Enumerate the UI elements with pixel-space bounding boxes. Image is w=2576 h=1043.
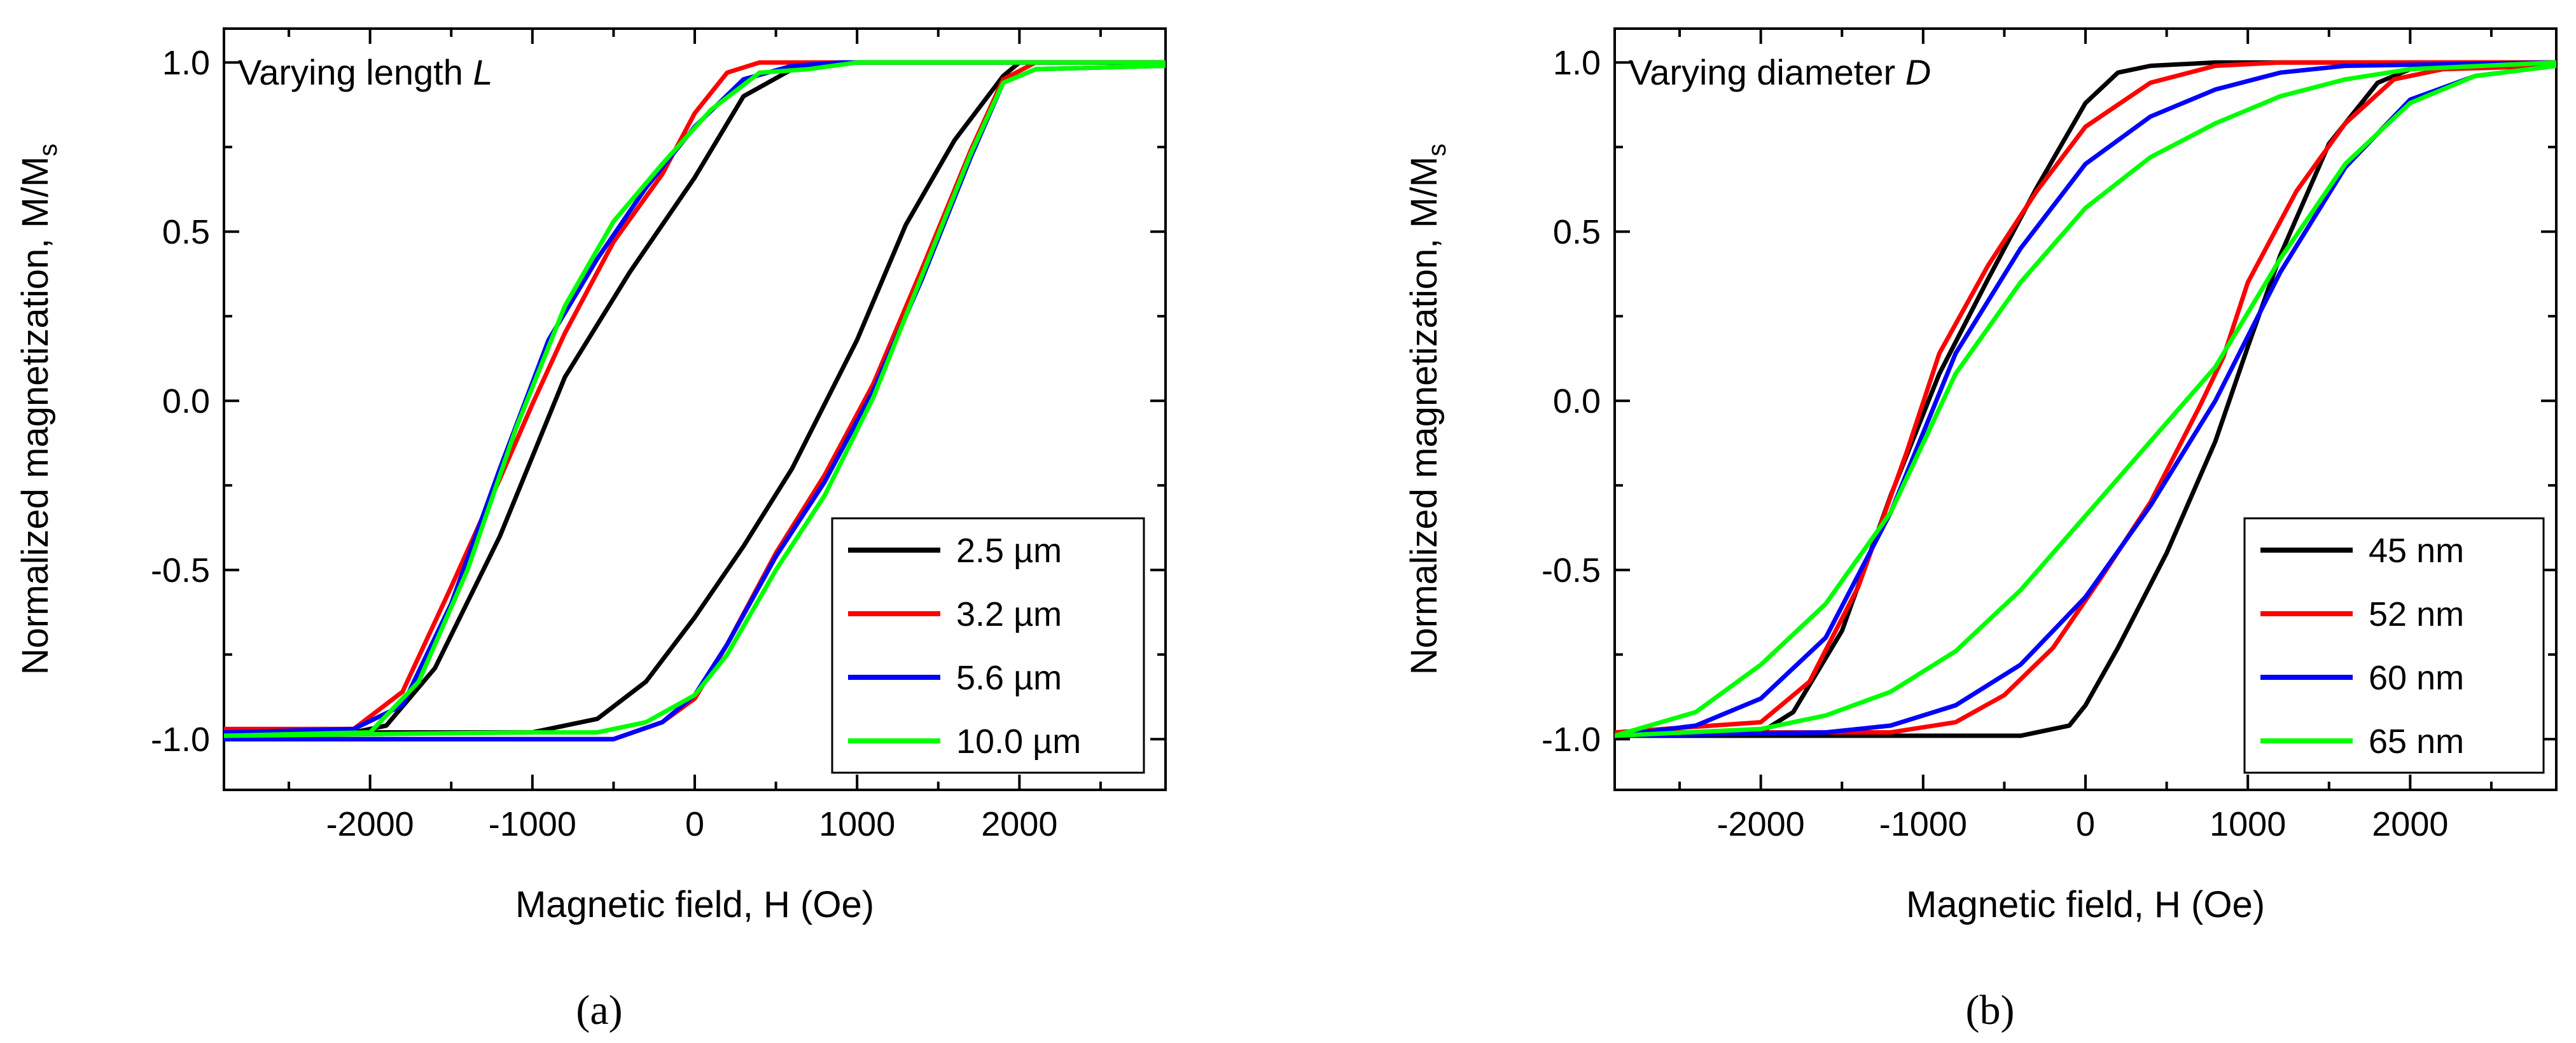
y-axis-title-main: Normalized magnetization, M/M xyxy=(1403,156,1445,675)
legend-label: 52 nm xyxy=(2369,595,2464,633)
y-axis-title-subscript: s xyxy=(34,144,62,156)
y-tick-label: -1.0 xyxy=(1542,721,1601,759)
x-tick-label: 1000 xyxy=(2210,805,2286,843)
x-tick-label: -1000 xyxy=(1879,805,1967,843)
y-tick-label: 0.0 xyxy=(1553,382,1601,420)
series-2-ascending-branch xyxy=(1615,64,2556,738)
legend: 2.5 µm 3.2 µm 5.6 µm 10.0 µm xyxy=(831,517,1145,774)
x-tick-label: -2000 xyxy=(1717,805,1805,843)
legend-label: 3.2 µm xyxy=(956,595,1062,633)
legend-box xyxy=(2243,517,2545,774)
series-0-ascending-branch xyxy=(224,60,1166,735)
y-axis-title: Normalized magnetization, M/Ms xyxy=(1403,144,1451,675)
series-3-ascending-branch xyxy=(224,64,1166,738)
series-1-descending-branch xyxy=(224,60,1166,731)
curves xyxy=(224,60,1166,742)
x-tick-label: 0 xyxy=(685,805,704,843)
x-tick-label: 2000 xyxy=(981,805,1057,843)
x-tick-label: -1000 xyxy=(489,805,576,843)
x-tick-label: 0 xyxy=(2076,805,2095,843)
legend: 45 nm 52 nm 60 nm 65 nm xyxy=(2243,517,2545,774)
series-2-descending-branch xyxy=(224,60,1166,735)
panel-label: (a) xyxy=(576,987,622,1033)
annotation-text: Varying length xyxy=(238,52,473,92)
series-1-ascending-branch xyxy=(1615,64,2556,735)
y-tick-label: 0.0 xyxy=(162,382,210,420)
curves xyxy=(1615,60,2556,738)
y-tick-label: 0.5 xyxy=(1553,213,1601,251)
y-tick-label: -0.5 xyxy=(1542,551,1601,590)
legend-label: 5.6 µm xyxy=(956,659,1062,697)
x-tick-label: 1000 xyxy=(819,805,895,843)
y-tick-label: -1.0 xyxy=(151,721,210,759)
panel-annotation: Varying length L xyxy=(238,52,493,92)
x-tick-label: -2000 xyxy=(326,805,414,843)
legend-label: 60 nm xyxy=(2369,659,2464,697)
series-0-descending-branch xyxy=(1615,60,2556,738)
legend-label: 65 nm xyxy=(2369,722,2464,761)
x-axis-title: Magnetic field, H (Oe) xyxy=(1906,884,2265,925)
x-axis-title: Magnetic field, H (Oe) xyxy=(515,884,874,925)
y-tick-label: -0.5 xyxy=(151,551,210,590)
series-3-descending-branch xyxy=(224,60,1166,738)
y-tick-label: 0.5 xyxy=(162,213,210,251)
x-tick-label: 2000 xyxy=(2372,805,2448,843)
legend-label: 45 nm xyxy=(2369,532,2464,570)
y-axis-title-subscript: s xyxy=(1423,144,1451,156)
y-tick-label: 1.0 xyxy=(1553,44,1601,82)
chart-panel-a: -2000 -1000 0 1000 2000 -1.0 -0.5 0.0 0.5 1.0 Magn… xyxy=(15,27,1167,1033)
series-3-ascending-branch xyxy=(1615,64,2556,738)
annotation-variable: D xyxy=(1905,52,1931,92)
legend-label: 2.5 µm xyxy=(956,532,1062,570)
series-2-descending-branch xyxy=(1615,60,2556,738)
y-axis-title: Normalized magnetization, M/Ms xyxy=(15,144,62,675)
annotation-variable: L xyxy=(473,52,492,92)
panel-annotation: Varying diameter D xyxy=(1629,52,1931,92)
legend-box xyxy=(831,517,1145,774)
chart-panel-b: -2000 -1000 0 1000 2000 -1.0 -0.5 0.0 0.5 1.0 Magn… xyxy=(1403,27,2558,1033)
legend-label: 10.0 µm xyxy=(956,722,1081,761)
series-1-descending-branch xyxy=(1615,60,2556,735)
panel-label: (b) xyxy=(1966,987,2015,1033)
series-3-descending-branch xyxy=(1615,60,2556,738)
y-tick-label: 1.0 xyxy=(162,44,210,82)
y-axis-title-main: Normalized magnetization, M/M xyxy=(15,156,56,675)
annotation-text: Varying diameter xyxy=(1629,52,1905,92)
